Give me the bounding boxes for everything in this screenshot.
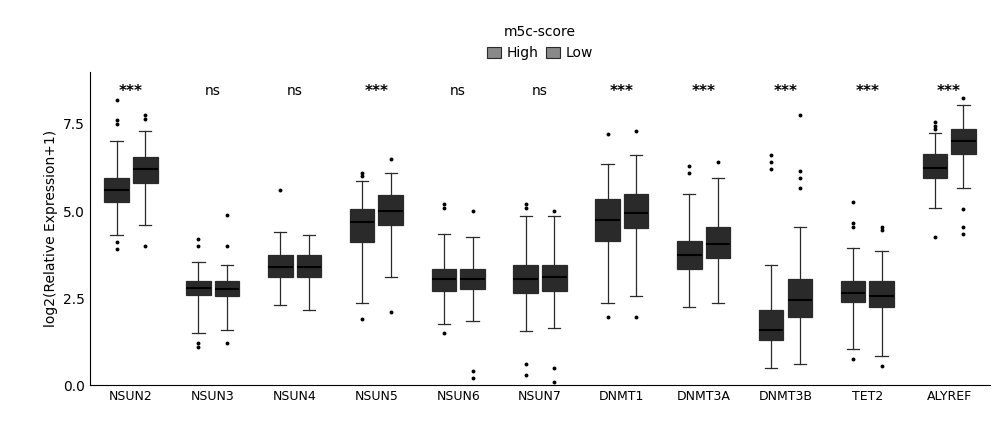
PathPatch shape — [677, 241, 702, 268]
PathPatch shape — [378, 195, 403, 225]
Text: ***: *** — [119, 84, 143, 99]
PathPatch shape — [460, 268, 485, 289]
PathPatch shape — [922, 154, 947, 178]
PathPatch shape — [841, 281, 865, 302]
Text: ***: *** — [773, 84, 797, 99]
Text: ***: *** — [855, 84, 879, 99]
PathPatch shape — [788, 279, 812, 317]
Text: ns: ns — [532, 84, 548, 98]
Text: ns: ns — [205, 84, 221, 98]
PathPatch shape — [869, 281, 894, 307]
PathPatch shape — [706, 227, 730, 258]
PathPatch shape — [186, 281, 211, 295]
PathPatch shape — [297, 254, 321, 277]
PathPatch shape — [624, 194, 648, 228]
PathPatch shape — [350, 209, 374, 242]
Text: ns: ns — [450, 84, 466, 98]
PathPatch shape — [133, 157, 158, 183]
PathPatch shape — [215, 281, 239, 297]
Legend: High, Low: High, Low — [484, 22, 596, 63]
Text: ***: *** — [692, 84, 716, 99]
Text: ***: *** — [937, 84, 961, 99]
PathPatch shape — [542, 265, 567, 291]
Text: ***: *** — [610, 84, 634, 99]
Text: ***: *** — [364, 84, 388, 99]
Y-axis label: log2(Relative Expression+1): log2(Relative Expression+1) — [44, 130, 58, 327]
PathPatch shape — [513, 265, 538, 293]
PathPatch shape — [104, 178, 129, 202]
PathPatch shape — [268, 254, 292, 277]
PathPatch shape — [951, 129, 976, 154]
PathPatch shape — [432, 268, 456, 291]
PathPatch shape — [595, 199, 620, 241]
PathPatch shape — [759, 310, 783, 340]
Text: ns: ns — [287, 84, 302, 98]
